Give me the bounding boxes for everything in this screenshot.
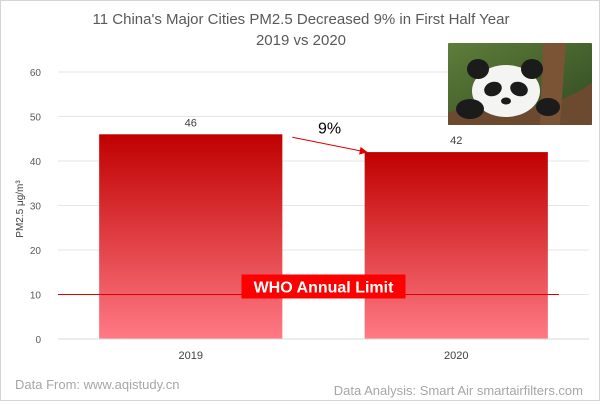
change-arrow [292,136,368,155]
y-tick-label: 10 [30,291,42,302]
who-limit-label: WHO Annual Limit [254,280,395,297]
x-tick-label-2020: 2020 [444,350,468,362]
chart-subtitle: 2019 vs 2020 [256,32,346,49]
x-tick-label-2019: 2019 [179,350,203,362]
y-tick-label: 40 [30,157,42,168]
y-axis-ticks: 0 10 20 30 40 50 60 [30,68,42,346]
bars [99,134,548,339]
bar-2019 [99,134,283,339]
y-tick-label: 0 [35,335,41,346]
data-label-2020: 42 [450,135,462,147]
y-tick-label: 50 [30,113,42,124]
data-labels: 46 42 [185,117,463,147]
data-source-note: Data From: www.aqistudy.cn [15,377,180,392]
panda-illustration [448,43,592,125]
bar-2020 [364,152,548,339]
y-tick-label: 30 [30,202,42,213]
y-axis-label: PM2.5 μg/m³ [15,180,26,238]
y-tick-label: 60 [30,68,42,79]
x-axis-ticks: 2019 2020 [179,350,469,362]
data-label-2019: 46 [185,117,197,129]
y-tick-label: 20 [30,246,42,257]
who-limit-label-box [241,274,406,299]
change-percent-label: 9% [318,120,341,137]
panda-photo [448,43,592,125]
chart-title: 11 China's Major Cities PM2.5 Decreased … [93,11,510,28]
data-analysis-note: Data Analysis: Smart Air smartairfilters… [333,383,583,398]
